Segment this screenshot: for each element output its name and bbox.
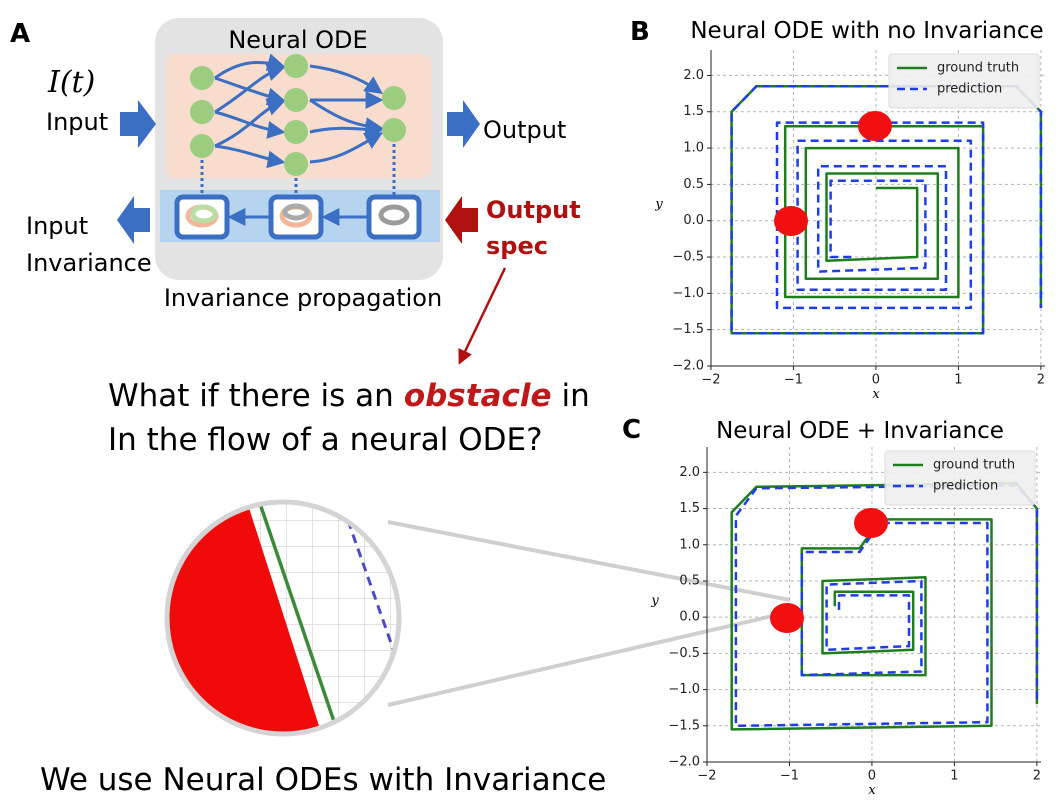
legend-label: prediction [937, 82, 1002, 97]
y-tick-label: 0.5 [683, 177, 704, 192]
legend-label: ground truth [933, 458, 1015, 473]
chart-title: Neural ODE with no Invariance [690, 18, 1043, 44]
y-axis-label: y [654, 197, 663, 212]
y-tick-label: −1.5 [668, 718, 700, 733]
zoom-lens [164, 499, 791, 737]
pointer-arrow [458, 267, 507, 365]
invariance-label: Invariance [26, 249, 152, 277]
y-tick-label: −1.5 [672, 322, 704, 337]
diagram-caption: Invariance propagation [164, 284, 442, 312]
y-tick-label: 1.5 [683, 104, 704, 119]
links [200, 144, 396, 196]
y-tick-label: −2.0 [668, 755, 700, 770]
y-tick-label: −0.5 [672, 250, 704, 265]
y-tick-label: 0.0 [679, 610, 700, 625]
y-tick-label: 2.0 [683, 68, 704, 83]
y-tick-label: 1.5 [679, 501, 700, 516]
question-emphasis: obstacle [404, 378, 552, 414]
output-arrow [447, 100, 480, 148]
x-tick-label: −1 [780, 769, 799, 784]
x-tick-label: 0 [868, 769, 876, 784]
diagram: Neural ODE I(t) Input Output Input Invar… [26, 18, 581, 365]
nodes [190, 54, 406, 176]
x-tick-label: −2 [697, 769, 716, 784]
obstacles [770, 111, 892, 633]
series-line [730, 481, 1039, 731]
x-tick-label: 0 [872, 373, 880, 388]
panel-label: B [630, 17, 650, 47]
invariance-label: Input [26, 212, 88, 240]
panel-label: C [622, 415, 641, 445]
spec-arrow [445, 196, 478, 244]
input-label: Input [46, 108, 108, 136]
connections [214, 53, 384, 169]
y-tick-label: 1.0 [683, 141, 704, 156]
legend-label: ground truth [937, 61, 1019, 76]
spec-label: Output [486, 196, 581, 224]
y-tick-label: −1.0 [672, 286, 704, 301]
conclusion: We use Neural ODEs with Invariance [40, 762, 606, 798]
series-line [734, 484, 1039, 728]
x-tick-label: −2 [701, 373, 720, 388]
series-line [730, 85, 1043, 335]
input-arrow [120, 100, 156, 148]
y-axis-label: y [650, 594, 659, 609]
question-part: in [562, 378, 590, 414]
y-tick-label: 0.5 [679, 573, 700, 588]
x-tick-label: 2 [1037, 373, 1045, 388]
x-tick-label: 1 [954, 373, 962, 388]
x-axis-label: x [872, 387, 880, 402]
chart-title: Neural ODE + Invariance [716, 418, 1004, 444]
y-tick-label: 2.0 [679, 465, 700, 480]
question-line: In the flow of a neural ODE? [108, 422, 543, 458]
question-part: What if there is an [108, 378, 394, 414]
y-tick-label: 1.0 [679, 537, 700, 552]
x-tick-label: 2 [1033, 769, 1041, 784]
y-tick-label: −1.0 [668, 682, 700, 697]
x-tick-label: 1 [950, 769, 958, 784]
y-tick-label: −0.5 [668, 646, 700, 661]
y-tick-label: 0.0 [683, 213, 704, 228]
input-symbol: I(t) [47, 65, 95, 100]
x-tick-label: −1 [784, 373, 803, 388]
invariance-cells [174, 194, 422, 240]
output-label: Output [483, 116, 566, 144]
question: What if there is an obstacle in [108, 378, 590, 414]
legend-label: prediction [933, 479, 998, 494]
y-tick-label: −2.0 [672, 359, 704, 374]
diagram-title: Neural ODE [228, 26, 367, 54]
panel-label: A [10, 19, 30, 49]
rings [185, 203, 410, 228]
x-axis-label: x [868, 783, 876, 798]
invariance-arrow [117, 196, 150, 244]
spec-label: spec [486, 232, 548, 260]
